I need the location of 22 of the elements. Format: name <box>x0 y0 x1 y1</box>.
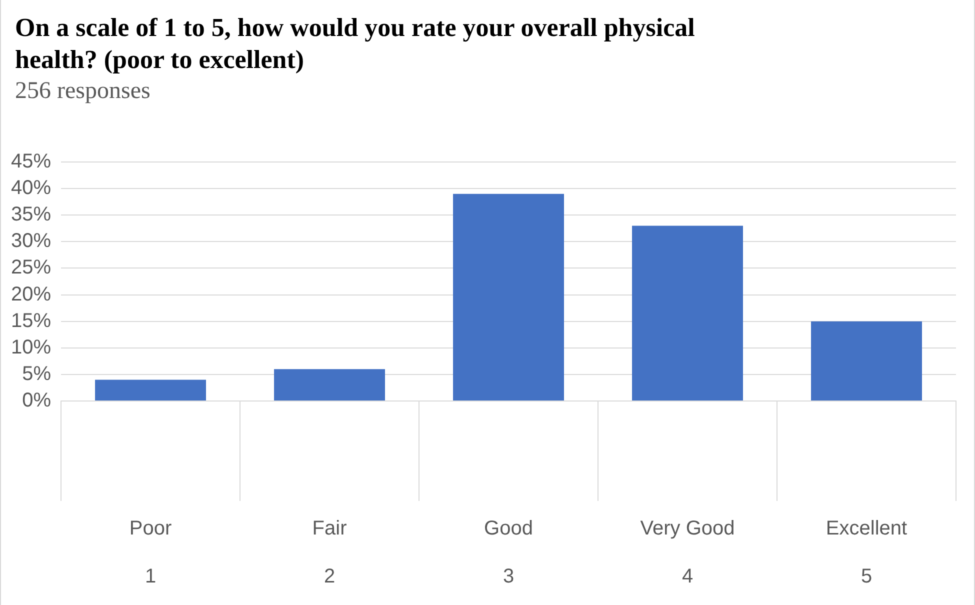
y-tick-label: 40% <box>11 177 52 200</box>
category-label: Very Good 4 <box>640 518 735 588</box>
chart-subtitle: 256 responses <box>15 78 150 105</box>
bar <box>95 380 206 400</box>
category-label: Good 3 <box>484 518 533 588</box>
y-tick-label: 25% <box>11 256 52 279</box>
y-tick-label: 45% <box>11 150 52 173</box>
category-label: Excellent 5 <box>826 518 908 588</box>
y-tick-label: 30% <box>11 230 52 252</box>
bar <box>632 226 743 400</box>
bar <box>274 369 386 400</box>
bar <box>811 321 922 400</box>
y-tick-label: 35% <box>11 204 52 226</box>
y-tick-label: 20% <box>11 283 52 306</box>
y-tick-label: 10% <box>11 336 52 358</box>
category-label: Fair 2 <box>312 518 347 588</box>
y-tick-label: 5% <box>22 362 52 385</box>
category-label: Poor 1 <box>129 518 172 588</box>
chart-title: On a scale of 1 to 5, how would you rate your overall physical health? (poor to excellent) <box>15 12 696 76</box>
y-tick-label: 0% <box>22 390 52 412</box>
y-tick-label: 15% <box>11 310 52 332</box>
bar <box>453 194 564 400</box>
